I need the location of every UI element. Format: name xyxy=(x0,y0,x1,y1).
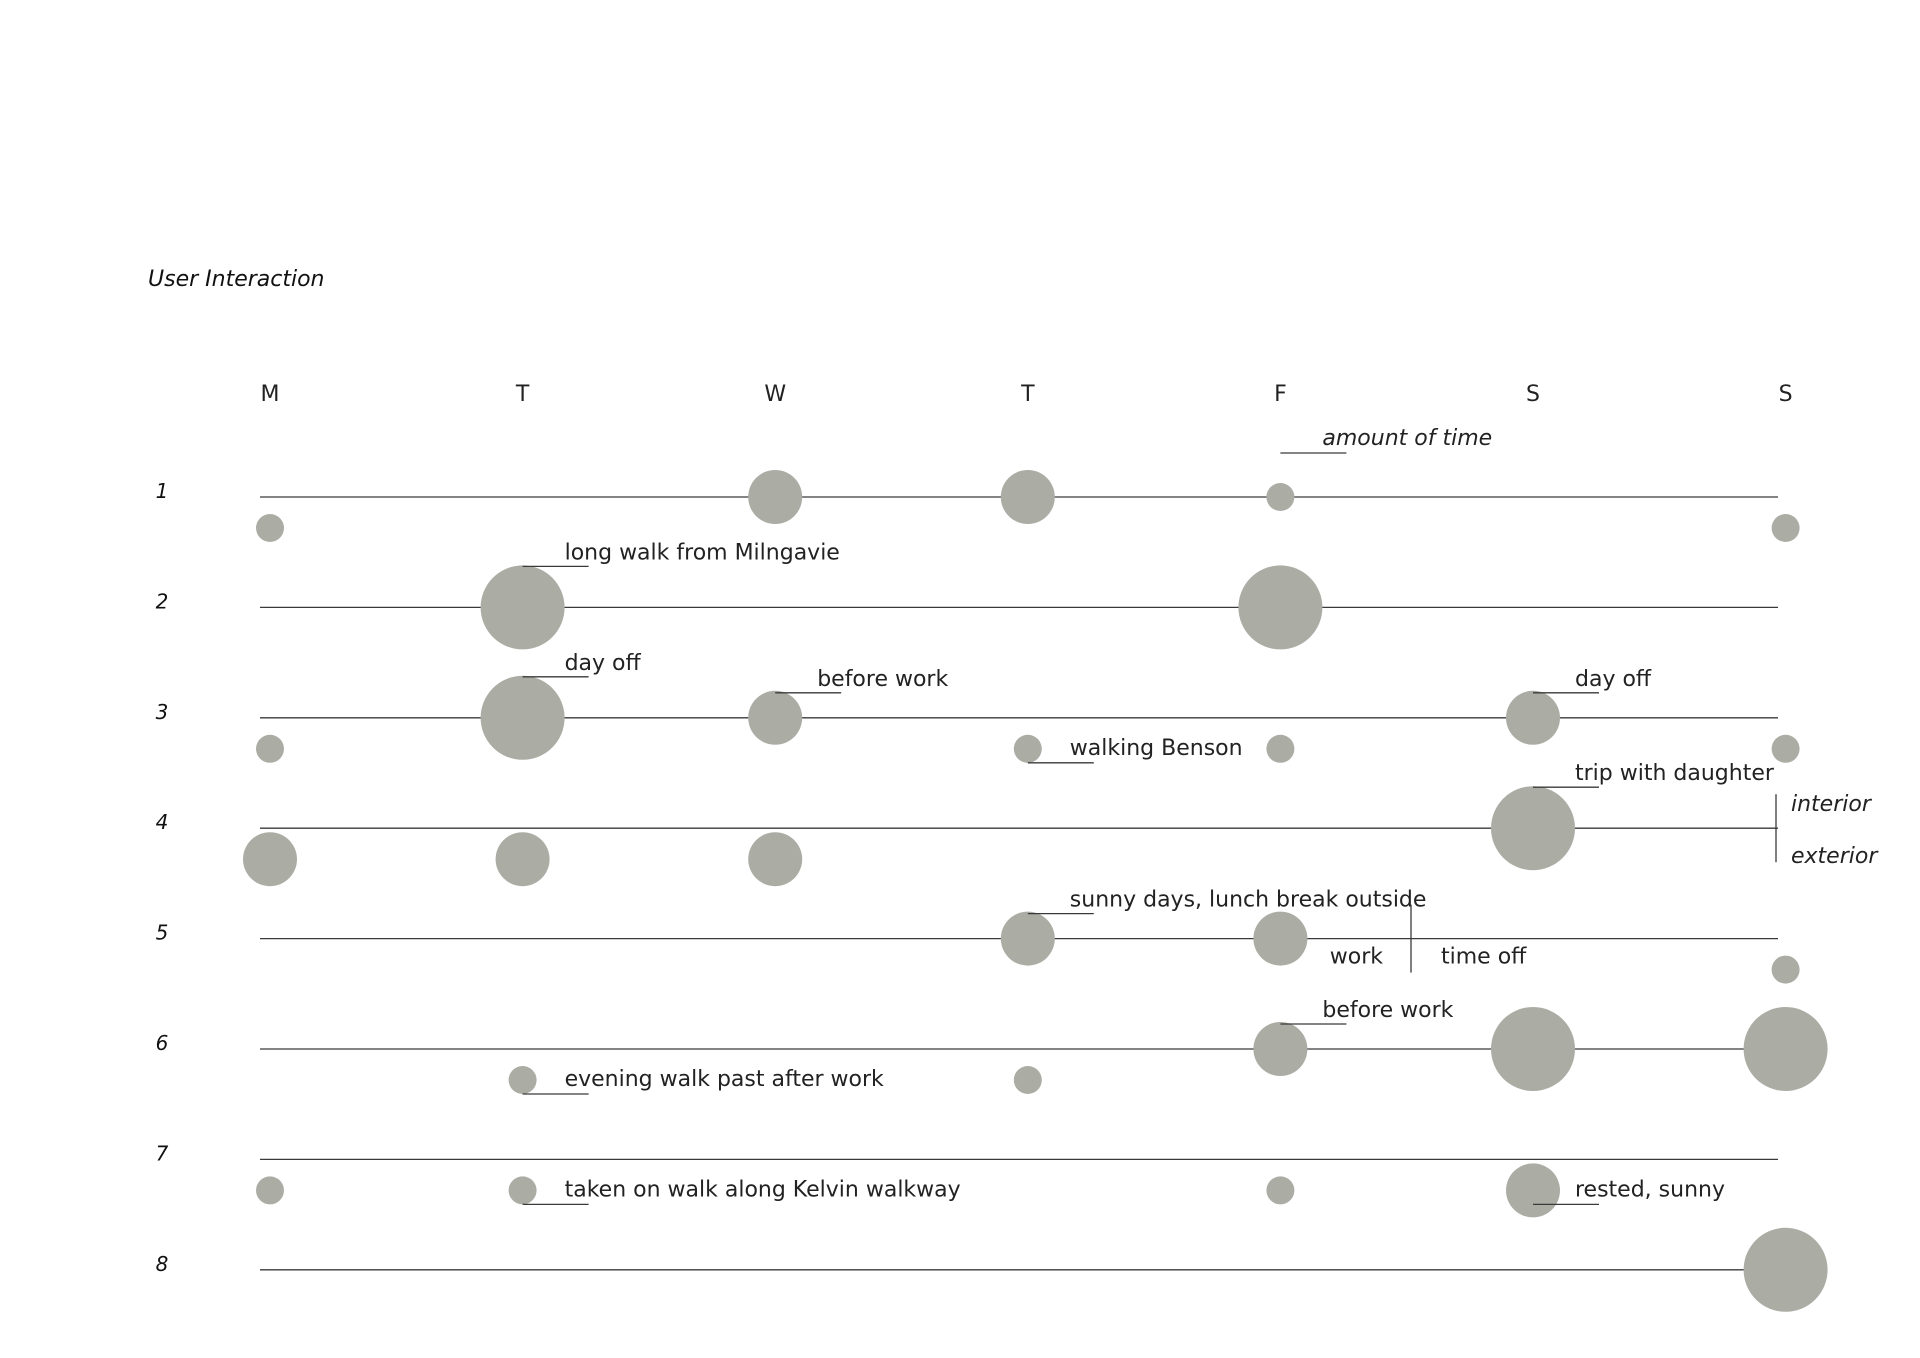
data-point xyxy=(256,514,284,542)
annotation-label: walking Benson xyxy=(1070,736,1243,761)
data-point xyxy=(480,565,565,650)
annotation-label: before work xyxy=(817,667,948,692)
data-point xyxy=(508,1176,537,1205)
data-point xyxy=(508,1066,537,1094)
week-label: 2 xyxy=(156,589,169,613)
data-point xyxy=(1013,1066,1042,1094)
day-label: W xyxy=(764,382,786,407)
annotation-label: trip with daughter xyxy=(1575,761,1775,786)
data-point xyxy=(1266,1176,1295,1205)
data-point xyxy=(1491,786,1575,871)
day-label: F xyxy=(1274,382,1287,407)
annotation-label: long walk from Milngavie xyxy=(565,540,840,565)
time-off-label: time off xyxy=(1441,945,1527,970)
data-point xyxy=(256,1176,284,1205)
annotation-label: day off xyxy=(1575,667,1652,692)
data-point xyxy=(1506,1163,1560,1218)
size-legend-label: amount of time xyxy=(1322,426,1492,451)
data-point xyxy=(748,690,803,745)
data-point xyxy=(1506,690,1560,745)
data-point xyxy=(1743,1227,1828,1312)
data-point xyxy=(1266,734,1295,763)
annotation-label: before work xyxy=(1322,998,1453,1023)
week-label: 5 xyxy=(156,921,169,945)
dots xyxy=(243,470,1828,1312)
annotation-label: taken on walk along Kelvin walkway xyxy=(565,1177,961,1202)
data-point xyxy=(495,832,550,887)
interior-label: interior xyxy=(1791,792,1873,817)
week-label: 1 xyxy=(156,479,169,503)
data-point xyxy=(748,832,803,887)
data-point xyxy=(748,470,803,524)
week-label: 8 xyxy=(156,1252,169,1276)
data-point xyxy=(1743,1007,1828,1091)
annotation-label: day off xyxy=(565,651,642,676)
exterior-label: exterior xyxy=(1791,844,1879,869)
data-point xyxy=(1266,483,1295,511)
annotation-label: rested, sunny xyxy=(1575,1177,1725,1202)
annotation-label: evening walk past after work xyxy=(565,1067,884,1092)
labels: M T W T F S S 1 2 3 4 5 6 7 8 long walk from Milngavie d… xyxy=(156,382,1880,1276)
data-point xyxy=(1000,911,1055,966)
data-point xyxy=(1771,514,1800,542)
data-point xyxy=(1013,734,1042,763)
day-label: T xyxy=(515,382,530,407)
chart-title: User Interaction xyxy=(148,267,325,292)
day-label: T xyxy=(1020,382,1035,407)
data-point xyxy=(243,832,297,887)
week-label: 7 xyxy=(156,1141,169,1165)
annotation-label: sunny days, lunch break outside xyxy=(1070,888,1427,913)
data-point xyxy=(1491,1007,1575,1091)
data-point xyxy=(256,734,284,763)
data-point xyxy=(1253,911,1308,966)
week-label: 6 xyxy=(156,1031,169,1055)
week-label: 4 xyxy=(156,810,169,834)
work-label: work xyxy=(1330,945,1383,970)
week-label: 3 xyxy=(156,700,169,724)
data-point xyxy=(1238,565,1323,650)
data-point xyxy=(480,675,565,760)
day-label: M xyxy=(261,382,280,407)
data-point xyxy=(1000,470,1055,524)
day-label: S xyxy=(1526,382,1540,407)
data-point xyxy=(1253,1022,1308,1076)
day-label: S xyxy=(1779,382,1793,407)
data-point xyxy=(1771,734,1800,763)
data-point xyxy=(1771,955,1800,984)
